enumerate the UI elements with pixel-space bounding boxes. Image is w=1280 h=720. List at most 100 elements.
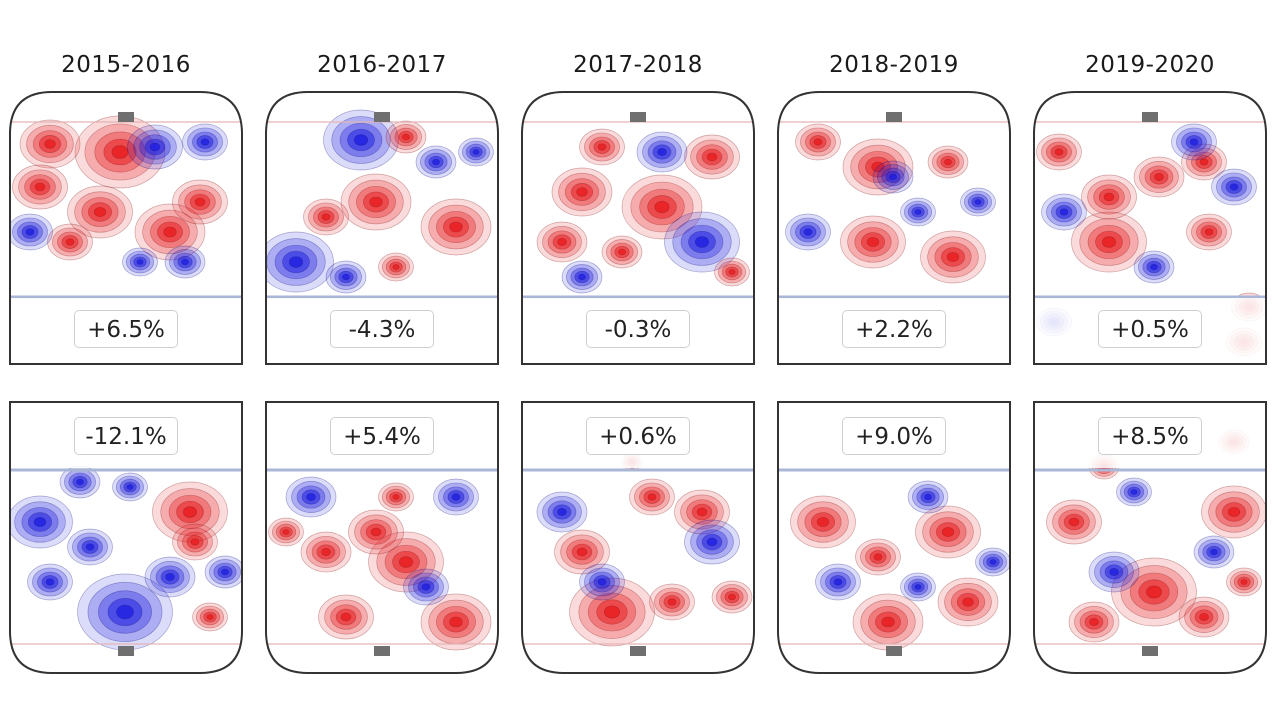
heat-blob-1-2-5 (684, 519, 740, 565)
heat-blob-1-4-7 (1116, 477, 1152, 507)
heat-blob-0-0-2 (12, 164, 68, 210)
rink-panel-1-0 (9, 401, 243, 674)
heat-blob-1-1-2 (300, 531, 352, 573)
heat-blob-0-1-0 (323, 109, 399, 171)
heat-blob-1-2-3 (629, 478, 675, 516)
season-title-0: 2015-2016 (61, 52, 191, 78)
heat-blob-1-3-8 (900, 572, 936, 602)
heat-blob-0-2-2 (621, 174, 703, 240)
heat-blob-0-4-2 (1133, 156, 1185, 198)
heat-blob-0-1-7 (458, 137, 494, 167)
goal-marker-1-1 (374, 646, 390, 656)
heat-blob-1-2-2 (536, 491, 588, 533)
heat-blob-0-0-6 (47, 223, 93, 261)
goal-marker-1-0 (118, 646, 134, 656)
heat-blob-0-4-5 (1171, 123, 1217, 161)
heat-blob-0-1-6 (415, 145, 457, 179)
season-title-3: 2018-2019 (829, 52, 959, 78)
heat-blob-0-0-3 (67, 185, 133, 239)
pct-label-0-2: -0.3% (586, 310, 690, 348)
heat-blob-1-3-0 (790, 495, 856, 549)
heat-blob-0-2-1 (579, 128, 625, 166)
heat-blob-1-0-9 (112, 472, 148, 502)
heat-blob-1-1-4 (318, 594, 374, 640)
heat-blob-0-2-9 (714, 257, 750, 287)
heat-blob-1-4-6 (1193, 535, 1235, 569)
heat-blob-0-4-0 (1071, 211, 1147, 273)
heat-blob-1-4-2 (1088, 551, 1140, 593)
goal-marker-0-1 (374, 112, 390, 122)
heat-blob-1-4-8 (1226, 567, 1262, 597)
rink-panel-1-4 (1033, 401, 1267, 674)
heat-blob-1-1-9 (268, 517, 304, 547)
heat-blob-1-2-6 (579, 563, 625, 601)
heat-blob-0-0-9 (10, 213, 53, 251)
heat-blob-1-2-8 (711, 580, 753, 614)
goal-marker-1-4 (1142, 646, 1158, 656)
heat-blob-1-4-4 (1068, 601, 1120, 643)
heat-blob-1-0-1 (10, 495, 73, 549)
goal-marker-0-3 (886, 112, 902, 122)
heat-blob-1-1-3 (420, 593, 492, 651)
heat-blob-1-0-4 (172, 523, 218, 561)
goal-marker-0-0 (118, 112, 134, 122)
heat-blob-0-0-4 (134, 203, 206, 261)
heat-blob-0-0-10 (164, 245, 206, 279)
heat-blob-0-2-5 (636, 131, 688, 173)
heat-blob-0-0-5 (172, 179, 228, 225)
pct-label-0-3: +2.2% (842, 310, 946, 348)
heat-blob-1-0-5 (144, 556, 196, 598)
pct-label-0-1: -4.3% (330, 310, 434, 348)
heat-blob-0-0-0 (74, 115, 166, 189)
rink-panel-0-0 (9, 91, 243, 365)
heat-blob-0-4-4 (1036, 133, 1082, 171)
heat-blob-0-2-3 (684, 134, 740, 180)
goal-marker-1-3 (886, 646, 902, 656)
heat-blob-0-1-4 (266, 231, 334, 293)
heat-blob-0-1-9 (378, 252, 414, 282)
heat-blob-0-3-5 (785, 213, 831, 251)
heat-blob-1-3-5 (815, 563, 861, 601)
pct-label-1-2: +0.6% (586, 417, 690, 455)
heat-blob-1-0-3 (152, 481, 228, 543)
pct-label-1-4: +8.5% (1098, 417, 1202, 455)
pct-label-1-3: +9.0% (842, 417, 946, 455)
heat-blob-1-3-2 (915, 505, 981, 559)
heat-blob-0-0-11 (122, 247, 158, 277)
heat-blob-0-1-1 (385, 120, 427, 154)
heat-blob-0-4-1 (1081, 174, 1137, 220)
heat-blob-0-2-0 (551, 167, 613, 217)
pct-label-0-0: +6.5% (74, 310, 178, 348)
heat-blob-0-1-3 (420, 198, 492, 256)
heat-blob-1-2-4 (674, 489, 730, 535)
heat-blob-1-4-3 (1201, 485, 1266, 539)
heat-blob-0-1-5 (303, 198, 349, 236)
heat-blob-1-0-0 (77, 573, 173, 651)
heat-blob-1-3-4 (855, 538, 901, 576)
heat-blob-0-3-2 (927, 145, 969, 179)
heat-blob-1-1-8 (378, 482, 414, 512)
heat-blob-0-3-1 (872, 160, 914, 194)
heat-blob-0-1-2 (340, 173, 412, 231)
heat-blob-1-0-10 (192, 602, 228, 632)
heat-blob-1-2-0 (569, 577, 655, 647)
heat-blob-0-2-6 (536, 221, 588, 263)
season-title-2: 2017-2018 (573, 52, 703, 78)
heat-blob-0-3-4 (920, 230, 986, 284)
heat-blob-0-0-1 (19, 119, 81, 169)
heat-blob-1-3-3 (937, 577, 999, 627)
heat-blob-0-2-7 (601, 235, 643, 269)
heat-blob-1-4-1 (1111, 557, 1197, 627)
heat-blob-1-1-1 (348, 509, 404, 555)
heat-blob-1-0-2 (67, 528, 113, 566)
pct-label-1-1: +5.4% (330, 417, 434, 455)
heat-blob-0-3-3 (840, 215, 906, 269)
season-title-4: 2019-2020 (1085, 52, 1215, 78)
heat-blob-1-3-7 (975, 547, 1010, 577)
heat-blob-1-3-1 (852, 593, 924, 651)
season-title-1: 2016-2017 (317, 52, 447, 78)
heat-blob-1-2-1 (554, 529, 610, 575)
heat-blob-1-1-6 (433, 478, 479, 516)
heat-blob-0-4-7 (1211, 168, 1257, 206)
